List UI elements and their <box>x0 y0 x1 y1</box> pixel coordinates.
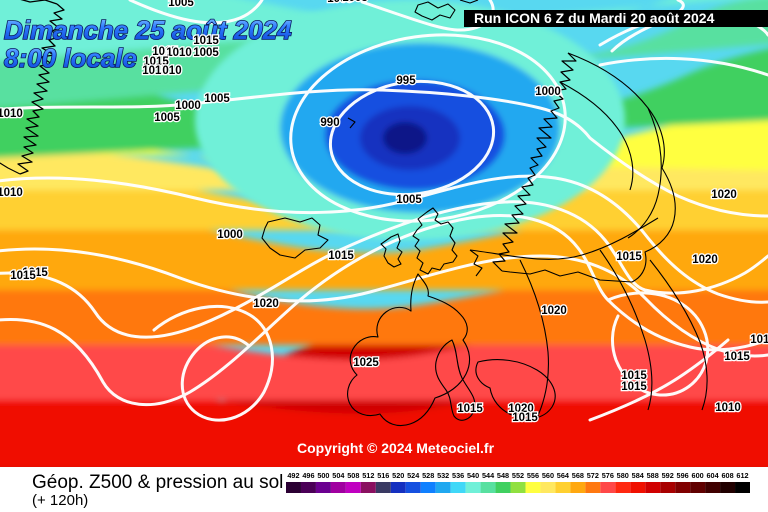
svg-text:496: 496 <box>302 471 314 480</box>
svg-text:504: 504 <box>332 471 345 480</box>
svg-text:548: 548 <box>497 471 509 480</box>
svg-text:604: 604 <box>706 471 719 480</box>
svg-text:592: 592 <box>662 471 674 480</box>
svg-text:560: 560 <box>542 471 554 480</box>
svg-text:552: 552 <box>512 471 524 480</box>
svg-text:1005: 1005 <box>204 93 230 105</box>
svg-text:580: 580 <box>617 471 629 480</box>
svg-text:1005: 1005 <box>193 47 219 59</box>
svg-text:1015: 1015 <box>512 412 538 424</box>
svg-text:1000: 1000 <box>217 229 243 241</box>
svg-text:8:00 locale: 8:00 locale <box>4 43 137 73</box>
svg-text:600: 600 <box>692 471 704 480</box>
svg-text:516: 516 <box>377 471 389 480</box>
svg-text:995: 995 <box>396 75 416 87</box>
svg-text:568: 568 <box>572 471 584 480</box>
svg-text:536: 536 <box>452 471 464 480</box>
svg-text:1005: 1005 <box>287 0 313 1</box>
svg-text:1020: 1020 <box>541 305 567 317</box>
svg-text:Dimanche 25 août 2024: Dimanche 25 août 2024 <box>4 15 292 45</box>
svg-text:1020: 1020 <box>711 189 737 201</box>
svg-text:1015: 1015 <box>621 381 647 393</box>
svg-text:524: 524 <box>407 471 420 480</box>
svg-text:1010: 1010 <box>715 402 741 414</box>
svg-text:556: 556 <box>527 471 539 480</box>
svg-text:1015: 1015 <box>616 251 642 263</box>
svg-text:588: 588 <box>647 471 659 480</box>
svg-text:1005: 1005 <box>396 194 422 206</box>
svg-text:1010: 1010 <box>0 187 23 199</box>
svg-text:(+ 120h): (+ 120h) <box>32 492 88 509</box>
svg-text:500: 500 <box>317 471 329 480</box>
svg-text:1015: 1015 <box>457 403 483 415</box>
svg-text:520: 520 <box>392 471 404 480</box>
svg-text:1015: 1015 <box>193 35 219 47</box>
svg-text:1000: 1000 <box>535 86 561 98</box>
svg-text:1025: 1025 <box>353 357 379 369</box>
svg-text:528: 528 <box>422 471 434 480</box>
svg-text:544: 544 <box>482 471 495 480</box>
svg-text:572: 572 <box>587 471 599 480</box>
svg-text:564: 564 <box>557 471 570 480</box>
svg-text:Copyright © 2024 Meteociel.fr: Copyright © 2024 Meteociel.fr <box>297 440 495 456</box>
svg-text:596: 596 <box>677 471 689 480</box>
svg-text:1010: 1010 <box>0 108 23 120</box>
svg-text:1020: 1020 <box>692 254 718 266</box>
svg-text:990: 990 <box>320 117 339 129</box>
svg-text:1010: 1010 <box>166 47 192 59</box>
svg-text:010: 010 <box>162 65 181 77</box>
svg-text:Géop. Z500 & pression au sol: Géop. Z500 & pression au sol <box>32 472 283 493</box>
svg-text:1005: 1005 <box>154 112 180 124</box>
svg-text:1000: 1000 <box>175 100 201 112</box>
svg-text:492: 492 <box>287 471 299 480</box>
svg-text:1010: 1010 <box>750 334 768 346</box>
svg-text:Run ICON 6 Z du Mardi 20 août: Run ICON 6 Z du Mardi 20 août 2024 <box>474 10 715 26</box>
svg-text:532: 532 <box>437 471 449 480</box>
svg-text:1015: 1015 <box>10 270 36 282</box>
svg-text:584: 584 <box>632 471 645 480</box>
svg-text:576: 576 <box>602 471 614 480</box>
svg-text:512: 512 <box>362 471 374 480</box>
svg-text:540: 540 <box>467 471 479 480</box>
svg-text:1015: 1015 <box>328 250 354 262</box>
svg-text:1020: 1020 <box>253 298 279 310</box>
svg-text:608: 608 <box>721 471 733 480</box>
svg-text:1005: 1005 <box>342 0 368 4</box>
svg-text:1015: 1015 <box>724 351 750 363</box>
svg-text:612: 612 <box>736 471 748 480</box>
svg-text:508: 508 <box>347 471 359 480</box>
svg-text:1005: 1005 <box>168 0 194 9</box>
